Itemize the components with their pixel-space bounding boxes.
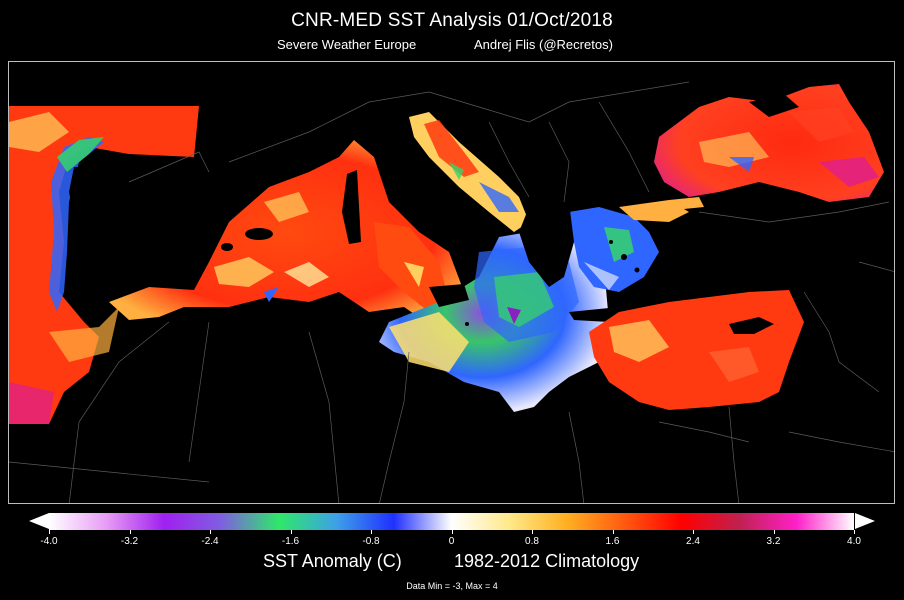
climatology-label: 1982-2012 Climatology [454, 551, 640, 571]
map-title: CNR-MED SST Analysis 01/Oct/2018 [291, 10, 613, 31]
data-minmax: Data Min = -3, Max = 4 [406, 581, 498, 591]
colorbar-tick-mark [451, 530, 453, 534]
colorbar-tick-mark [49, 530, 50, 534]
colorbar-tick-label: 0 [448, 536, 455, 547]
ionian-region [379, 232, 609, 412]
colorbar-tick-label: -3.2 [120, 536, 139, 547]
colorbar-title: SST Anomaly (C) [263, 551, 402, 571]
atlantic-region [9, 106, 239, 424]
colorbar-tick-label: 3.2 [766, 536, 781, 547]
colorbar-tick-mark [371, 530, 372, 534]
colorbar-tick-mark [773, 530, 775, 534]
author-label: Andrej Flis (@Recretos) [474, 37, 613, 52]
colorbar-tick-label: 1.6 [605, 536, 620, 547]
country-borders [9, 81, 894, 503]
map-canvas [9, 81, 894, 503]
marmara-region [669, 197, 704, 210]
colorbar-tick-mark [129, 530, 131, 534]
colorbar-min-arrow [29, 513, 49, 529]
colorbar-tick-mark [290, 530, 292, 534]
aegean-region [519, 200, 689, 322]
colorbar-max-arrow [855, 513, 875, 529]
colorbar [49, 513, 854, 530]
colorbar-tick-mark [532, 530, 533, 534]
colorbar-tick-label: 2.4 [686, 536, 700, 547]
colorbar-tick-mark [854, 530, 855, 534]
western-med-region [109, 140, 464, 324]
source-label: Severe Weather Europe [277, 37, 417, 52]
colorbar-tick-label: -1.6 [281, 536, 300, 547]
black-sea-region [654, 84, 884, 202]
colorbar-tick-label: -4.0 [40, 536, 58, 547]
colorbar-tick-label: -2.4 [201, 536, 219, 547]
colorbar-tick-mark [210, 530, 211, 534]
colorbar-tick-mark [612, 530, 614, 534]
levantine-region [589, 290, 804, 410]
colorbar-tick-label: 0.8 [525, 536, 539, 547]
sst-anomaly-map [8, 61, 895, 504]
colorbar-tick-label: 4.0 [847, 536, 861, 547]
colorbar-tick-mark [693, 530, 694, 534]
adriatic-region [409, 112, 529, 232]
colorbar-tick-label: -0.8 [362, 536, 380, 547]
